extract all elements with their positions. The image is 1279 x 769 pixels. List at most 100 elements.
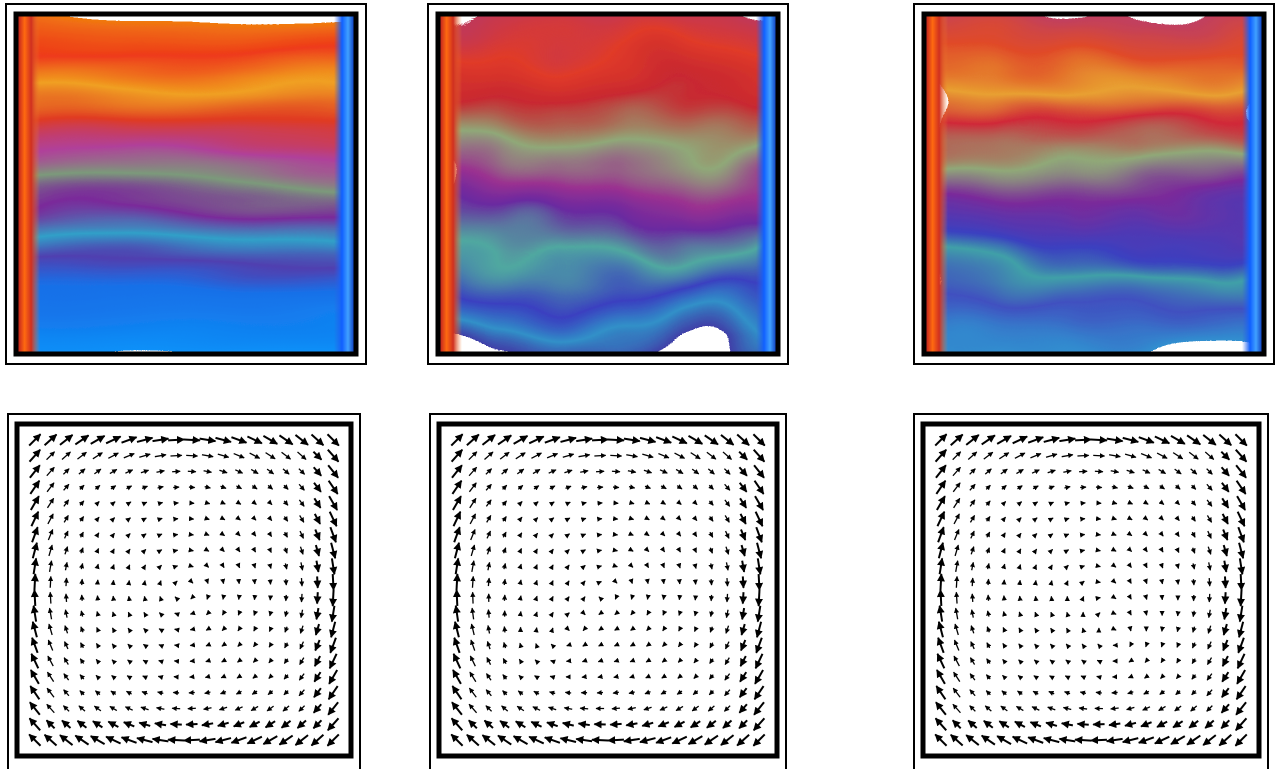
velocity-arrow — [739, 671, 748, 683]
velocity-arrow — [220, 673, 227, 679]
velocity-arrow — [936, 653, 946, 669]
velocity-arrow — [708, 547, 714, 554]
velocity-arrow — [328, 653, 338, 670]
velocity-arrow — [1143, 610, 1149, 616]
velocity-arrow — [645, 657, 652, 663]
velocity-arrow — [329, 589, 338, 607]
velocity-arrow — [754, 605, 763, 623]
velocity-arrow — [78, 705, 86, 712]
velocity-arrow — [452, 510, 462, 527]
velocity-arrow — [985, 690, 992, 696]
velocity-arrow — [220, 484, 227, 490]
velocity-arrow — [453, 573, 461, 591]
velocity-arrow — [659, 530, 666, 537]
velocity-arrow — [936, 510, 946, 527]
velocity-arrow — [739, 655, 748, 667]
velocity-arrow — [29, 464, 41, 479]
velocity-arrow — [755, 526, 764, 543]
velocity-arrow — [218, 705, 228, 711]
velocity-arrow — [205, 625, 212, 631]
velocity-arrow — [154, 452, 167, 459]
velocity-arrow — [234, 705, 243, 711]
velocity-arrow — [46, 703, 55, 714]
velocity-arrow — [486, 609, 492, 618]
velocity-arrow — [708, 689, 715, 696]
velocity-arrow — [1207, 625, 1213, 634]
velocity-arrow — [934, 733, 948, 747]
velocity-arrow — [298, 499, 305, 507]
velocity-arrow — [1029, 721, 1042, 729]
velocity-arrow — [591, 435, 609, 444]
velocity-arrow — [983, 720, 994, 729]
velocity-arrow — [563, 706, 573, 712]
velocity-arrow — [998, 452, 1010, 460]
velocity-arrow — [468, 719, 478, 730]
velocity-arrow — [280, 720, 292, 729]
velocity-arrow — [1096, 659, 1103, 665]
velocity-arrow — [580, 580, 586, 587]
velocity-arrow — [708, 673, 715, 680]
velocity-arrow — [78, 468, 86, 475]
velocity-arrow — [74, 434, 90, 446]
velocity-arrow — [629, 641, 636, 647]
velocity-arrow — [47, 607, 53, 620]
velocity-arrow — [140, 517, 147, 523]
velocity-arrow — [281, 451, 291, 460]
velocity-arrow — [299, 530, 305, 539]
velocity-arrow — [452, 620, 461, 638]
velocity-arrow — [1158, 468, 1167, 475]
velocity-arrow — [739, 576, 748, 589]
velocity-arrow — [582, 641, 589, 647]
velocity-arrow — [671, 435, 688, 445]
velocity-arrow — [1144, 657, 1151, 663]
velocity-arrow — [121, 435, 138, 444]
velocity-arrow — [627, 562, 634, 568]
velocity-arrow — [219, 562, 225, 569]
velocity-arrow — [299, 641, 305, 650]
velocity-arrow — [1142, 594, 1148, 600]
velocity-arrow — [671, 735, 688, 745]
velocity-arrow — [78, 484, 85, 491]
velocity-arrow — [29, 685, 41, 700]
velocity-arrow — [517, 548, 523, 554]
velocity-arrow — [691, 468, 700, 475]
velocity-arrow — [94, 484, 101, 491]
velocity-arrow — [1027, 736, 1044, 744]
velocity-arrow — [1110, 546, 1117, 552]
velocity-arrow — [63, 609, 69, 618]
velocity-arrow — [486, 546, 492, 555]
velocity-arrow — [560, 435, 577, 444]
velocity-arrow — [740, 639, 748, 652]
velocity-arrow — [95, 658, 102, 665]
velocity-arrow — [659, 515, 666, 521]
velocity-arrow — [1235, 717, 1248, 731]
velocity-arrow — [516, 705, 525, 712]
velocity-arrow — [46, 451, 56, 461]
velocity-arrow — [548, 706, 557, 712]
velocity-arrow — [1142, 468, 1151, 474]
velocity-arrow — [1126, 468, 1135, 474]
velocity-arrow — [28, 433, 42, 447]
velocity-arrow — [724, 578, 730, 587]
velocity-arrow — [738, 529, 747, 541]
velocity-arrow — [94, 563, 100, 570]
velocity-arrow — [1065, 611, 1071, 618]
velocity-arrow — [1202, 734, 1217, 746]
velocity-arrow — [692, 484, 699, 490]
velocity-arrow — [709, 610, 715, 618]
velocity-arrow — [96, 626, 102, 633]
velocity-arrow — [206, 594, 212, 600]
velocity-arrow — [1174, 547, 1180, 554]
velocity-arrow — [29, 495, 40, 511]
velocity-arrow — [738, 497, 748, 509]
velocity-arrow — [739, 623, 748, 636]
velocity-arrow — [502, 626, 508, 633]
velocity-arrow — [468, 703, 478, 714]
velocity-arrow — [544, 435, 561, 444]
velocity-arrow — [1110, 578, 1117, 584]
velocity-arrow — [1142, 546, 1148, 553]
velocity-arrow — [237, 657, 243, 663]
velocity-arrow — [532, 532, 539, 539]
velocity-arrow — [501, 468, 509, 475]
velocity-arrow — [299, 578, 305, 587]
